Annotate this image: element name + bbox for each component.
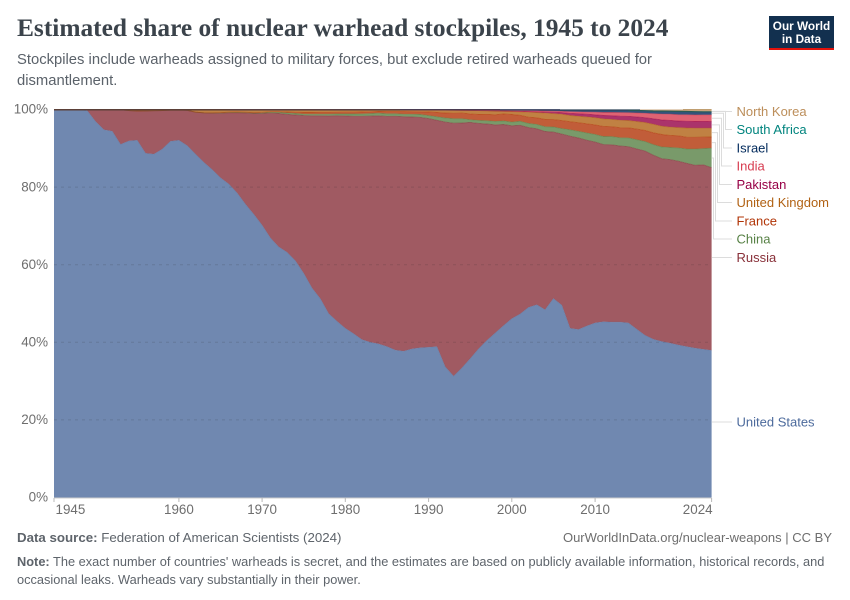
svg-text:1990: 1990 <box>414 502 444 517</box>
svg-text:2024: 2024 <box>683 502 713 517</box>
svg-text:2000: 2000 <box>497 502 527 517</box>
svg-text:India: India <box>737 159 766 174</box>
svg-text:France: France <box>737 214 777 229</box>
svg-text:North Korea: North Korea <box>737 104 808 119</box>
svg-text:1980: 1980 <box>330 502 360 517</box>
svg-text:60%: 60% <box>21 257 48 272</box>
svg-text:Pakistan: Pakistan <box>737 177 787 192</box>
svg-text:20%: 20% <box>21 412 48 427</box>
svg-text:1945: 1945 <box>56 502 86 517</box>
svg-text:China: China <box>737 232 772 247</box>
svg-text:100%: 100% <box>14 102 48 117</box>
svg-text:80%: 80% <box>21 179 48 194</box>
svg-text:Russia: Russia <box>737 250 778 265</box>
svg-text:1970: 1970 <box>247 502 277 517</box>
svg-text:40%: 40% <box>21 335 48 350</box>
svg-text:South Africa: South Africa <box>737 122 808 137</box>
svg-text:1960: 1960 <box>164 502 194 517</box>
svg-text:United States: United States <box>737 415 816 430</box>
svg-text:United Kingdom: United Kingdom <box>737 195 830 210</box>
svg-text:0%: 0% <box>29 490 48 505</box>
svg-text:2010: 2010 <box>580 502 610 517</box>
svg-text:Israel: Israel <box>737 141 769 156</box>
